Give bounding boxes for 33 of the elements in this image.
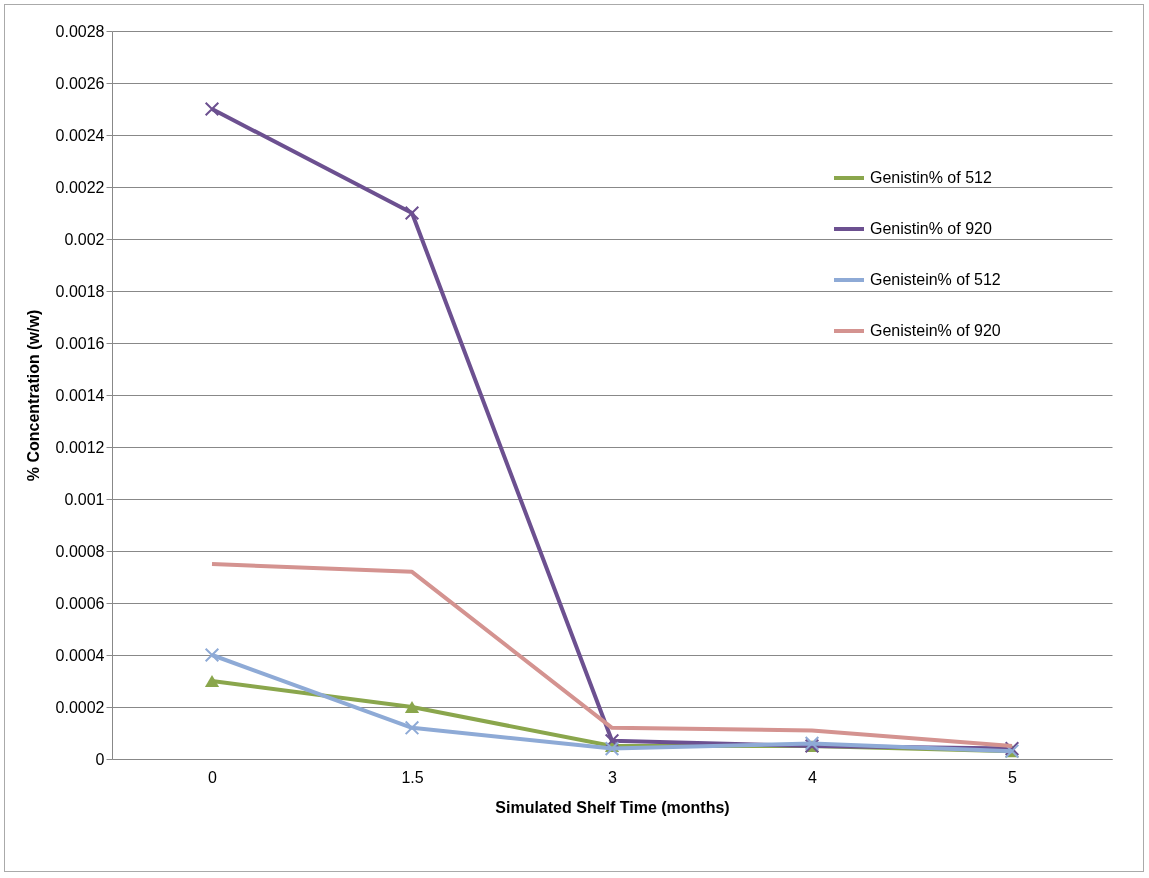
y-tick-label: 0.0012	[55, 438, 105, 456]
legend-label: Genistein% of 920	[870, 322, 1001, 339]
point	[604, 733, 620, 749]
y-tick-label: 0.002	[64, 230, 105, 248]
point	[204, 647, 220, 663]
point	[404, 205, 420, 221]
y-tick-label: 0	[95, 750, 105, 768]
x-tick-label: 4	[808, 768, 818, 786]
y-tick-label: 0.0024	[55, 126, 105, 144]
legend-label: Genistin% of 920	[870, 220, 992, 237]
point	[404, 720, 420, 736]
y-tick-label: 0.0014	[55, 386, 105, 404]
y-tick-label: 0.001	[64, 490, 105, 508]
x-tick-label: 5	[1008, 768, 1018, 786]
y-tick-label: 0.0002	[55, 698, 105, 716]
y-tick-label: 0.0018	[55, 282, 105, 300]
y-tick-label: 0.0022	[55, 178, 105, 196]
point	[204, 101, 220, 117]
x-tick-label: 0	[208, 768, 218, 786]
y-tick-label: 0.0016	[55, 334, 105, 352]
y-tick-label: 0.0026	[55, 74, 105, 92]
point	[404, 700, 420, 714]
legend-label: Genistin% of 512	[870, 169, 992, 186]
y-axis-title: % Concentration (w/w)	[24, 309, 42, 482]
x-tick-label: 1.5	[401, 768, 424, 786]
x-axis-title: Simulated Shelf Time (months)	[495, 798, 730, 816]
legend-label: Genistein% of 512	[870, 271, 1001, 288]
y-tick-label: 0.0008	[55, 542, 105, 560]
y-tick-label: 0.0004	[55, 646, 105, 664]
point	[204, 674, 220, 688]
x-tick-label: 3	[608, 768, 618, 786]
y-tick-label: 0.0028	[55, 22, 105, 40]
y-tick-label: 0.0006	[55, 594, 105, 612]
